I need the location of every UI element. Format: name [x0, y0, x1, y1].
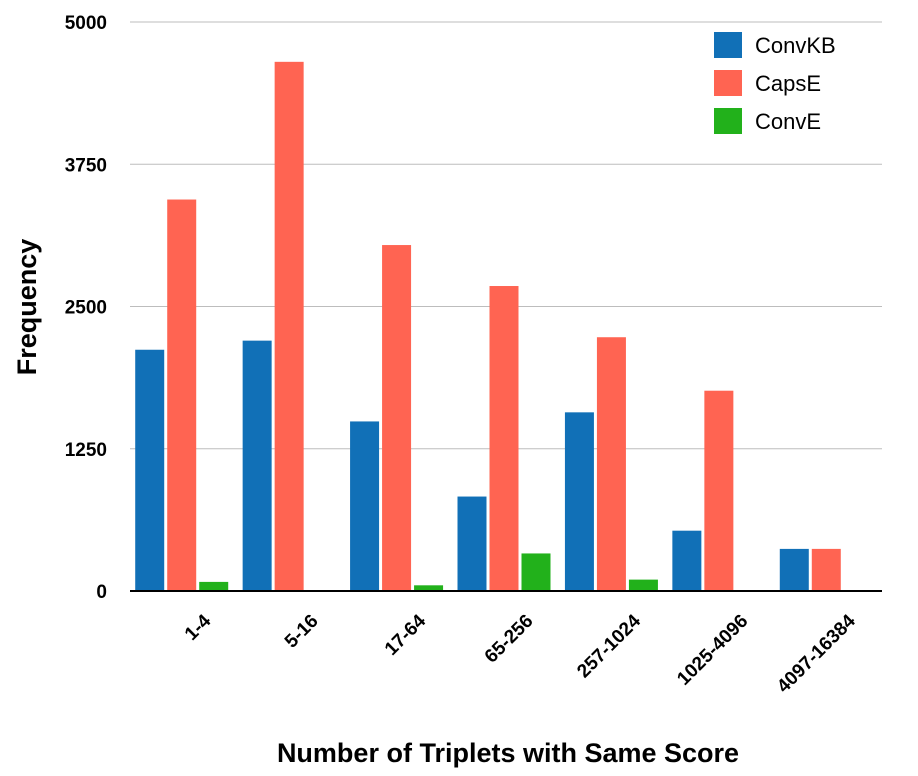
- legend-label-capse: CapsE: [755, 71, 821, 96]
- legend-swatch-conve: [714, 108, 742, 134]
- bar-convkb-4097-16384: [779, 548, 809, 591]
- legend-label-conve: ConvE: [755, 109, 821, 134]
- x-tick-label: 65-256: [481, 611, 538, 668]
- bar-capse-65-256: [489, 286, 519, 591]
- x-axis-title: Number of Triplets with Same Score: [277, 738, 739, 768]
- y-axis-ticks: 0 1250 2500 3750 5000: [65, 13, 107, 603]
- y-tick-label: 0: [96, 582, 107, 603]
- bar-capse-1025-4096: [704, 390, 734, 591]
- y-tick-label: 2500: [65, 298, 107, 319]
- bar-conve-1-4: [199, 581, 229, 591]
- x-tick-label: 17-64: [381, 610, 431, 660]
- x-tick-label: 5-16: [281, 611, 323, 653]
- y-tick-label: 5000: [65, 13, 107, 34]
- y-tick-label: 1250: [65, 440, 107, 461]
- bar-convkb-65-256: [457, 496, 487, 591]
- bar-conve-257-1024: [628, 579, 658, 591]
- bar-convkb-257-1024: [564, 412, 594, 591]
- legend: ConvKB CapsE ConvE: [714, 32, 836, 134]
- bar-capse-5-16: [274, 61, 304, 591]
- bar-capse-17-64: [382, 245, 412, 591]
- legend-swatch-capse: [714, 70, 742, 96]
- bar-convkb-1025-4096: [672, 530, 702, 591]
- legend-swatch-convkb: [714, 32, 742, 58]
- y-axis-title: Frequency: [12, 239, 42, 376]
- bar-capse-257-1024: [596, 337, 626, 591]
- y-tick-label: 3750: [65, 155, 107, 176]
- bar-convkb-1-4: [135, 349, 165, 591]
- bar-conve-17-64: [414, 585, 444, 591]
- x-axis-ticks: 1-4 5-16 17-64 65-256 257-1024 1025-4096 4097-…: [181, 610, 860, 697]
- x-tick-label: 4097-16384: [773, 610, 860, 697]
- x-tick-label: 257-1024: [573, 610, 645, 682]
- bar-capse-4097-16384: [811, 548, 841, 591]
- legend-label-convkb: ConvKB: [755, 33, 836, 58]
- x-tick-label: 1025-4096: [673, 611, 752, 690]
- bar-convkb-5-16: [242, 340, 272, 591]
- bar-convkb-17-64: [350, 421, 380, 591]
- bars: [135, 61, 841, 591]
- bar-capse-1-4: [167, 199, 197, 591]
- bar-conve-65-256: [521, 553, 551, 591]
- x-tick-label: 1-4: [181, 610, 216, 645]
